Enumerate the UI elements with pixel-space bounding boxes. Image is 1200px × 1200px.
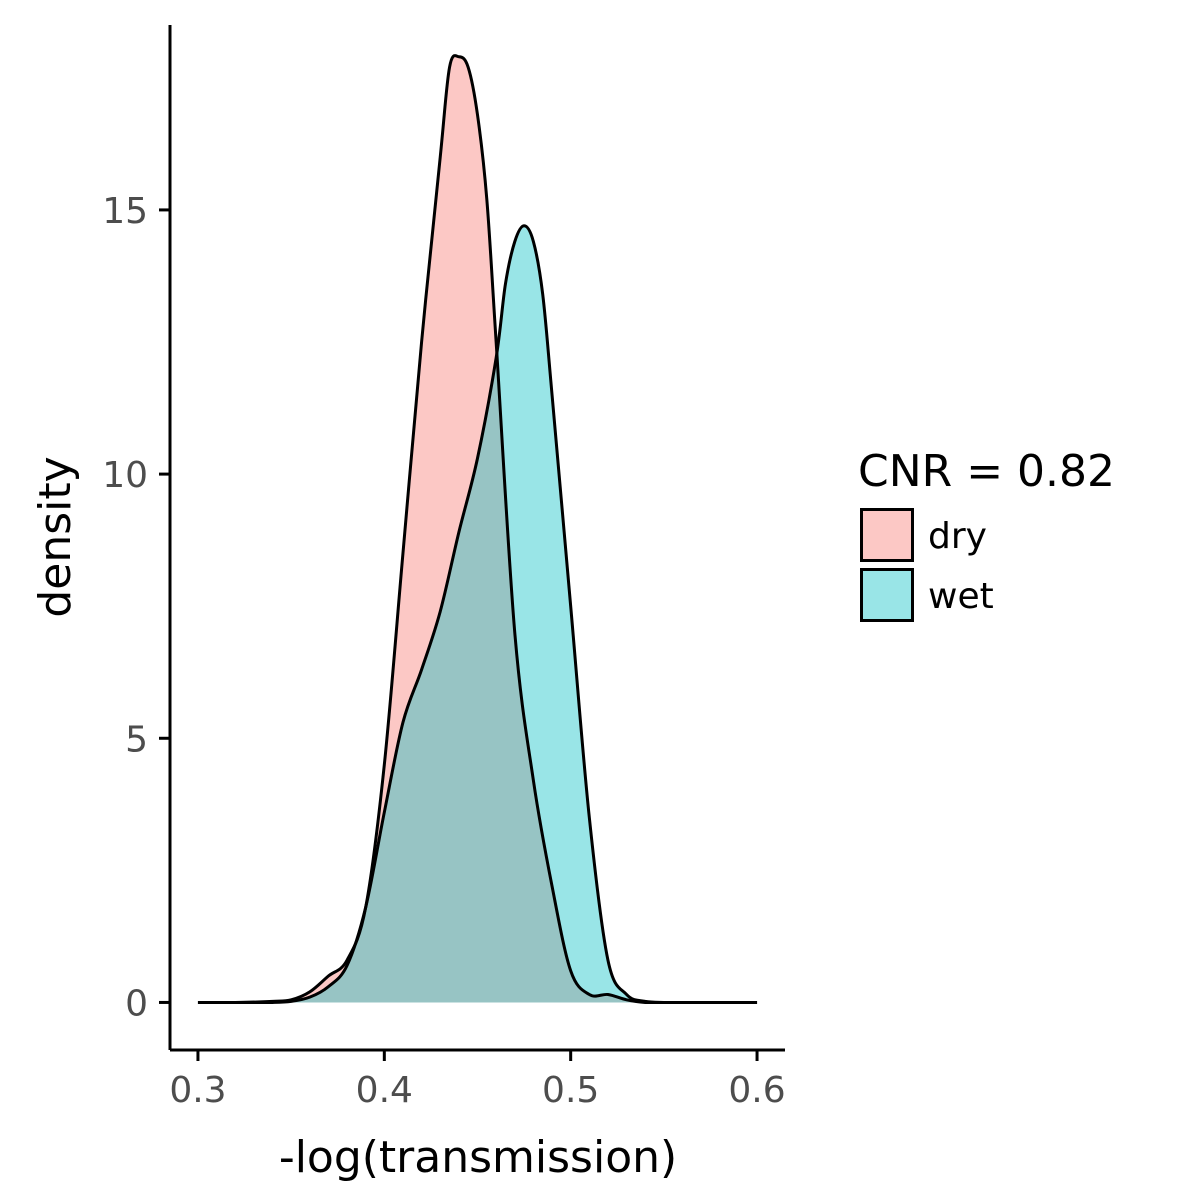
legend-label-dry: dry xyxy=(928,516,987,557)
y-axis-title: density xyxy=(30,456,81,617)
y-tick-label: 0 xyxy=(125,983,148,1024)
density-area-wet xyxy=(197,225,758,1003)
legend: CNR = 0.82 dry wet xyxy=(858,446,1115,622)
legend-key-background xyxy=(860,508,914,562)
y-tick-label: 10 xyxy=(102,455,148,496)
legend-label-wet: wet xyxy=(928,576,994,617)
x-tick-label: 0.3 xyxy=(169,1070,226,1111)
series-layer xyxy=(197,54,758,1004)
legend-title: CNR = 0.82 xyxy=(858,446,1115,497)
y-ticks: 0 5 10 15 xyxy=(102,191,170,1024)
x-tick-label: 0.5 xyxy=(542,1070,599,1111)
axis-layer: 0.3 0.4 0.5 0.6 0 5 10 15 xyxy=(102,25,786,1111)
density-area-dry xyxy=(197,55,758,1003)
y-tick-label: 5 xyxy=(125,719,148,760)
legend-entries: dry wet xyxy=(860,508,994,622)
density-line-dry xyxy=(197,54,758,1004)
x-tick-label: 0.4 xyxy=(356,1070,413,1111)
legend-key-background xyxy=(860,568,914,622)
x-axis-title: -log(transmission) xyxy=(279,1132,677,1183)
legend-key-wet xyxy=(860,568,914,622)
legend-entry-wet: wet xyxy=(860,568,994,622)
legend-key-dry xyxy=(860,508,914,562)
legend-entry-dry: dry xyxy=(860,508,987,562)
density-line-wet xyxy=(197,224,758,1004)
x-ticks: 0.3 0.4 0.5 0.6 xyxy=(169,1050,786,1111)
y-tick-label: 15 xyxy=(102,191,148,232)
x-tick-label: 0.6 xyxy=(728,1070,785,1111)
